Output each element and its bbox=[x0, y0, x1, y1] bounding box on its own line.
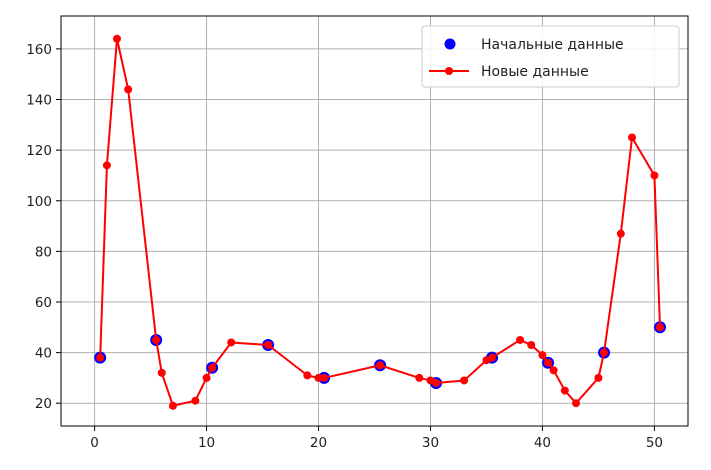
new-data-point bbox=[628, 133, 637, 142]
new-data-point bbox=[208, 363, 217, 372]
new-data-point bbox=[488, 353, 497, 362]
new-data-point bbox=[227, 338, 236, 347]
y-tick-label: 80 bbox=[35, 244, 52, 260]
new-data-point bbox=[650, 171, 659, 180]
y-tick-label: 20 bbox=[35, 396, 52, 412]
new-data-point bbox=[168, 401, 177, 410]
new-data-point bbox=[124, 85, 133, 94]
new-data-point bbox=[544, 358, 553, 367]
new-data-point bbox=[314, 373, 323, 382]
x-tick-label: 0 bbox=[90, 435, 99, 451]
new-data-point bbox=[191, 396, 200, 405]
y-tick-label: 40 bbox=[35, 346, 52, 362]
new-data-point bbox=[320, 373, 329, 382]
legend: Начальные данные Новые данные bbox=[421, 25, 680, 88]
x-tick-label: 30 bbox=[422, 435, 439, 451]
new-data-point bbox=[616, 229, 625, 238]
new-data-point bbox=[594, 373, 603, 382]
y-tick-label: 120 bbox=[26, 143, 52, 159]
new-data-point bbox=[152, 335, 161, 344]
new-data-point bbox=[538, 351, 547, 360]
new-data-point bbox=[376, 361, 385, 370]
legend-marker-new bbox=[445, 67, 453, 75]
legend-label-initial: Начальные данные bbox=[481, 37, 624, 53]
new-data-point bbox=[415, 373, 424, 382]
new-data-point bbox=[516, 335, 525, 344]
new-data-point bbox=[112, 34, 121, 43]
plot-frame bbox=[60, 15, 689, 427]
new-data-point bbox=[102, 161, 111, 170]
legend-marker-initial bbox=[444, 38, 456, 50]
grid-lines bbox=[61, 16, 688, 426]
series-layer bbox=[94, 34, 667, 410]
new-data-point bbox=[96, 353, 105, 362]
new-data-point bbox=[560, 386, 569, 395]
x-tick-label: 40 bbox=[534, 435, 551, 451]
legend-box bbox=[421, 25, 680, 88]
new-data-point bbox=[656, 323, 665, 332]
new-data-point bbox=[264, 341, 273, 350]
y-tick-label: 60 bbox=[35, 295, 52, 311]
new-data-point bbox=[303, 371, 312, 380]
new-data-point bbox=[549, 366, 558, 375]
x-tick-label: 20 bbox=[310, 435, 327, 451]
legend-label-new: Новые данные bbox=[481, 64, 589, 80]
new-data-point bbox=[432, 378, 441, 387]
y-tick-label: 100 bbox=[26, 194, 52, 210]
new-data-point bbox=[600, 348, 609, 357]
y-tick-label: 140 bbox=[26, 93, 52, 109]
new-data-point bbox=[460, 376, 469, 385]
x-tick-label: 50 bbox=[646, 435, 663, 451]
y-tick-label: 160 bbox=[26, 42, 52, 58]
new-data-point bbox=[202, 373, 211, 382]
axis-ticks: 0 10 20 30 40 50 20 40 60 80 100 120 140 160 bbox=[26, 42, 663, 451]
x-tick-label: 10 bbox=[198, 435, 215, 451]
new-data-point bbox=[157, 368, 166, 377]
new-data-point bbox=[572, 399, 581, 408]
new-data-point bbox=[527, 341, 536, 350]
